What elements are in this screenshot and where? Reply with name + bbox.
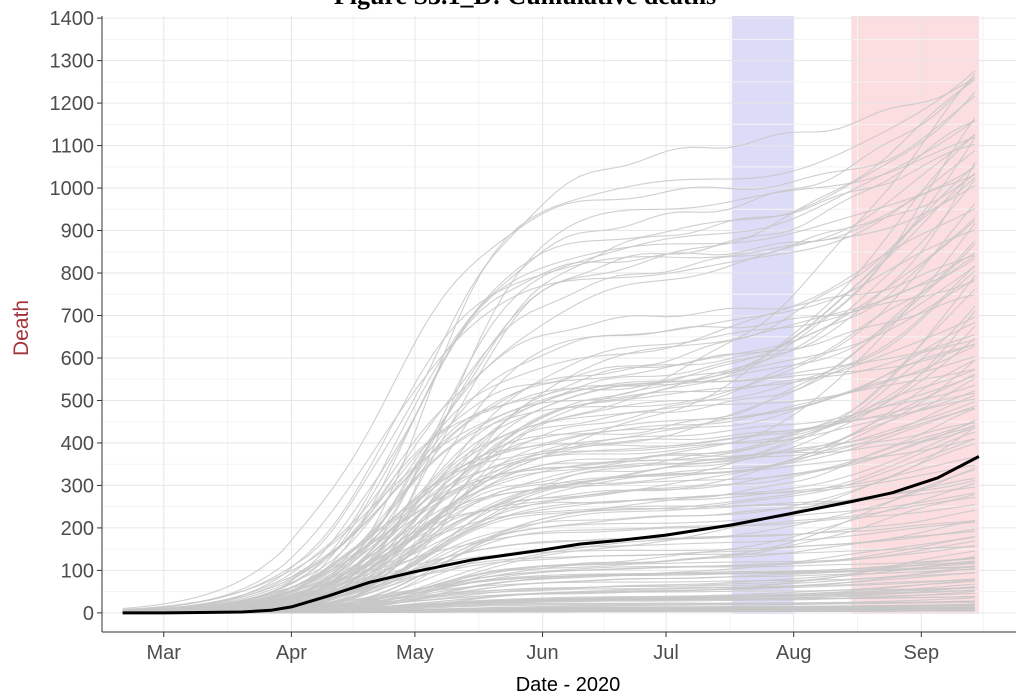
background-series-line <box>122 530 975 613</box>
background-series-line <box>122 278 976 611</box>
background-series-line <box>122 133 976 612</box>
background-series-line <box>122 203 976 614</box>
y-tick-label: 700 <box>61 306 94 328</box>
y-tick-label: 900 <box>61 221 94 243</box>
y-tick-label: 1300 <box>50 51 95 73</box>
background-series-line <box>122 254 975 612</box>
x-tick-label: Mar <box>147 642 182 664</box>
y-tick-label: 0 <box>83 603 94 625</box>
x-axis-title: Date - 2020 <box>516 674 621 696</box>
y-tick-label: 300 <box>61 475 94 497</box>
background-series-line <box>122 496 975 613</box>
background-series-line <box>122 604 975 614</box>
x-tick-label: Sep <box>904 642 940 664</box>
y-tick-label: 1400 <box>50 8 95 30</box>
chart-title: Figure S3.1_D: Cumulative deaths <box>334 0 716 10</box>
background-series-line <box>122 77 976 612</box>
background-series-line <box>122 174 976 612</box>
y-tick-label: 400 <box>61 433 94 455</box>
background-series-line <box>122 405 975 613</box>
x-tick-label: Jul <box>653 642 679 664</box>
y-tick-label: 1100 <box>51 136 94 158</box>
y-tick-label: 800 <box>61 263 94 285</box>
background-series-line <box>122 185 976 612</box>
background-series-line <box>122 95 976 610</box>
background-series-line <box>122 464 975 614</box>
background-series-line <box>122 179 976 612</box>
background-series-line <box>122 337 976 613</box>
x-tick-label: Apr <box>276 642 307 664</box>
mean-series-line <box>122 455 980 615</box>
x-tick-label: May <box>396 642 434 664</box>
y-tick-label: 200 <box>61 518 94 540</box>
x-tick-label: Jun <box>526 642 558 664</box>
y-tick-label: 600 <box>61 348 94 370</box>
y-tick-label: 1000 <box>50 178 95 200</box>
background-series-line <box>122 166 976 613</box>
y-axis-title: Death <box>10 300 33 356</box>
x-tick-label: Aug <box>776 642 812 664</box>
y-tick-label: 100 <box>61 560 94 582</box>
background-series-line <box>122 280 975 613</box>
background-series-line <box>122 150 976 611</box>
y-tick-label: 500 <box>61 390 94 412</box>
background-series-line <box>122 77 976 611</box>
y-tick-label: 1200 <box>50 93 95 115</box>
